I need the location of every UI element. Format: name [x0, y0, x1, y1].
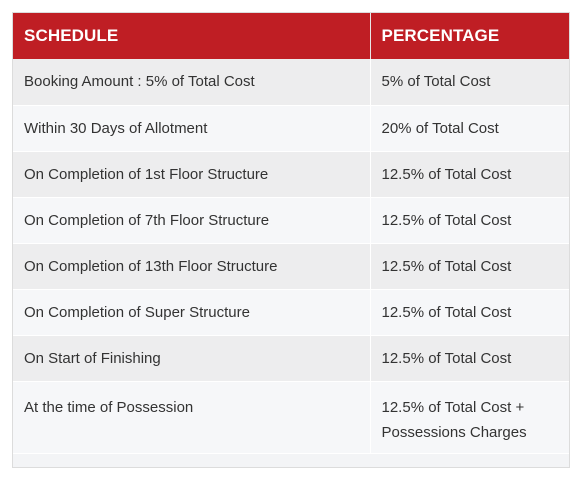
schedule-cell: Booking Amount : 5% of Total Cost: [13, 59, 371, 106]
schedule-cell: Within 30 Days of Allotment: [13, 105, 371, 152]
header-schedule: SCHEDULE: [13, 13, 371, 59]
table-row: At the time of Possession 12.5% of Total…: [13, 381, 569, 454]
table-row: Within 30 Days of Allotment 20% of Total…: [13, 105, 569, 152]
schedule-cell: On Completion of 1st Floor Structure: [13, 151, 371, 198]
payment-schedule-table: SCHEDULE PERCENTAGE Booking Amount : 5% …: [13, 13, 569, 454]
percentage-cell: 12.5% of Total Cost: [370, 151, 569, 198]
schedule-cell: At the time of Possession: [13, 381, 371, 454]
table-row: On Completion of 7th Floor Structure 12.…: [13, 197, 569, 244]
percentage-cell: 20% of Total Cost: [370, 105, 569, 152]
table-header-row: SCHEDULE PERCENTAGE: [13, 13, 569, 59]
table-row: Booking Amount : 5% of Total Cost 5% of …: [13, 59, 569, 106]
schedule-cell: On Completion of Super Structure: [13, 289, 371, 336]
table-row: On Completion of 13th Floor Structure 12…: [13, 243, 569, 290]
percentage-cell: 12.5% of Total Cost: [370, 197, 569, 244]
percentage-cell: 12.5% of Total Cost: [370, 243, 569, 290]
schedule-cell: On Start of Finishing: [13, 335, 371, 382]
schedule-cell: On Completion of 13th Floor Structure: [13, 243, 371, 290]
percentage-cell: 5% of Total Cost: [370, 59, 569, 106]
table-row: On Completion of Super Structure 12.5% o…: [13, 289, 569, 336]
payment-schedule-frame: SCHEDULE PERCENTAGE Booking Amount : 5% …: [12, 12, 570, 468]
percentage-cell: 12.5% of Total Cost: [370, 289, 569, 336]
header-percentage: PERCENTAGE: [370, 13, 569, 59]
percentage-cell: 12.5% of Total Cost + Possessions Charge…: [370, 381, 569, 454]
table-row: On Completion of 1st Floor Structure 12.…: [13, 151, 569, 198]
schedule-cell: On Completion of 7th Floor Structure: [13, 197, 371, 244]
percentage-cell: 12.5% of Total Cost: [370, 335, 569, 382]
table-row: On Start of Finishing 12.5% of Total Cos…: [13, 335, 569, 382]
